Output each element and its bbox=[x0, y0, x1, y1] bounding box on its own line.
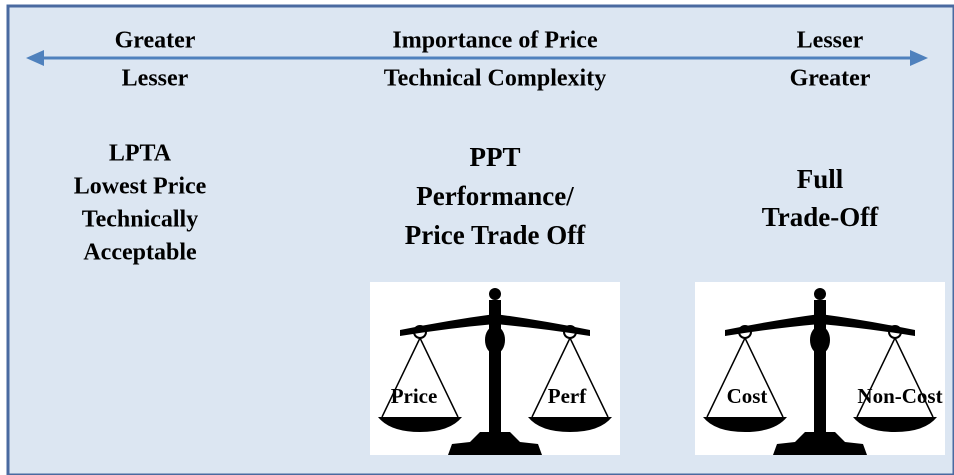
scale-label: Price bbox=[391, 384, 438, 408]
column-text: Performance/ bbox=[416, 181, 574, 211]
column-text: Lowest Price bbox=[74, 174, 207, 200]
scale-label: Non-Cost bbox=[857, 384, 942, 408]
arrow-label: Importance of Price bbox=[392, 28, 598, 54]
arrow-label: Lesser bbox=[797, 28, 864, 54]
column-text: Full bbox=[797, 164, 844, 194]
diagram: Greater Lesser Importance of Price Techn… bbox=[0, 0, 954, 475]
scale-image bbox=[370, 282, 620, 455]
arrow-label: Greater bbox=[790, 66, 871, 92]
column-text: Price Trade Off bbox=[405, 220, 586, 250]
scale-label: Cost bbox=[727, 384, 768, 408]
column-text: PPT bbox=[470, 142, 521, 172]
arrow-label: Greater bbox=[115, 28, 196, 54]
scale-label: Perf bbox=[548, 384, 587, 408]
column-text: Trade-Off bbox=[762, 202, 879, 232]
scale-image bbox=[695, 282, 945, 455]
arrow-label: Lesser bbox=[122, 66, 189, 92]
arrow-label: Technical Complexity bbox=[384, 66, 606, 92]
column-text: Technically bbox=[82, 207, 198, 233]
column-text: Acceptable bbox=[83, 240, 197, 266]
column-text: LPTA bbox=[109, 141, 172, 167]
